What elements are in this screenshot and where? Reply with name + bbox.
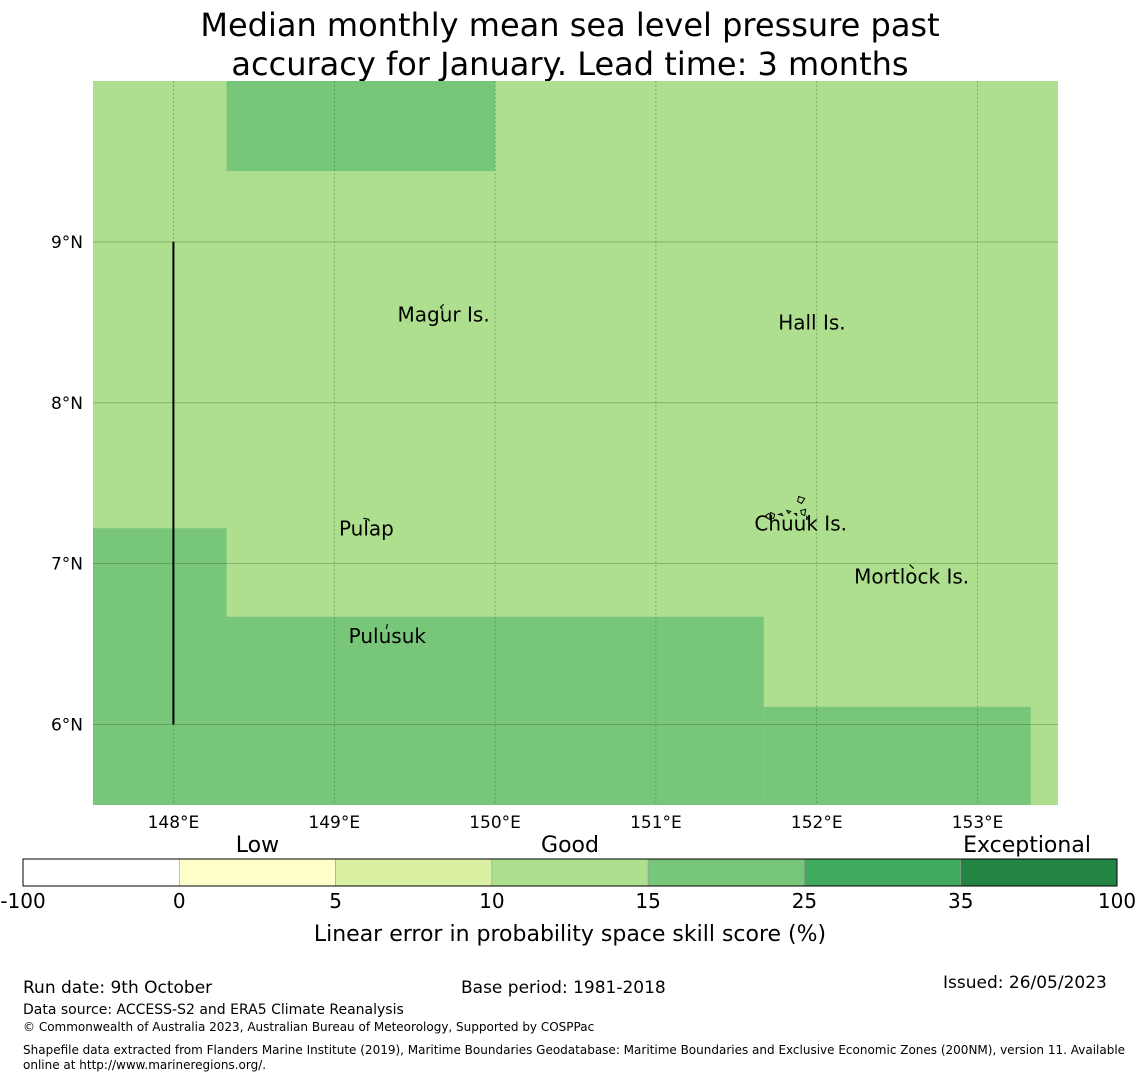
lon-tick-label: 149°E bbox=[308, 813, 360, 833]
colorbar-tick-label: -100 bbox=[0, 889, 45, 913]
island-pulap: Pulap bbox=[339, 516, 394, 540]
island-mortlock-is: Mortlock Is. bbox=[854, 565, 969, 589]
colorbar-category-exceptional: Exceptional bbox=[963, 833, 1091, 858]
skill-cell-0 bbox=[226, 81, 495, 171]
island-label: Mortlock Is. bbox=[854, 565, 969, 589]
colorbar-tick-label: 25 bbox=[792, 889, 817, 913]
colorbar-segment-2 bbox=[336, 859, 492, 886]
lon-tick-label: 153°E bbox=[952, 813, 1004, 833]
island-pulusuk: Pulusuk bbox=[349, 624, 427, 648]
map-figure: 9°N8°N7°N6°N148°E149°E150°E151°E152°E153… bbox=[0, 0, 1140, 960]
skill-cell-1 bbox=[93, 528, 226, 805]
island-label: Pulusuk bbox=[349, 624, 427, 648]
colorbar-axis-label: Linear error in probability space skill … bbox=[314, 922, 826, 947]
colorbar-segment-3 bbox=[492, 859, 648, 886]
colorbar-tick-label: 100 bbox=[1098, 889, 1136, 913]
lon-tick-label: 152°E bbox=[791, 813, 843, 833]
run-date: Run date: 9th October bbox=[23, 978, 212, 998]
colorbar-legend: -100 0 5 10 15 25 35 100 Low Good Exceptional Linea… bbox=[0, 833, 1136, 947]
issued-date: Issued: 26/05/2023 bbox=[943, 973, 1107, 993]
shapefile-credit-line-2: online at http://www.marineregions.org/. bbox=[23, 1057, 266, 1073]
lon-tick-label: 150°E bbox=[469, 813, 521, 833]
colorbar-segment-5 bbox=[804, 859, 960, 886]
island-hall-is: Hall Is. bbox=[778, 310, 845, 334]
colorbar-segment-6 bbox=[961, 859, 1117, 886]
colorbar-tick-label: 35 bbox=[948, 889, 973, 913]
shapefile-credit-line-1: Shapefile data extracted from Flanders M… bbox=[23, 1042, 1125, 1058]
lat-tick-label: 9°N bbox=[51, 233, 83, 253]
map-panel: 9°N 8°N 7°N 6°N 148°E 149°E 150°E 151°E 152°E 153… bbox=[51, 81, 1058, 833]
lon-tick-label: 148°E bbox=[148, 813, 200, 833]
colorbar-category-low: Low bbox=[236, 833, 279, 858]
lat-tick-label: 8°N bbox=[51, 394, 83, 414]
island-label: Chuuk Is. bbox=[754, 511, 847, 535]
colorbar-tick-label: 0 bbox=[173, 889, 186, 913]
colorbar-segment-1 bbox=[179, 859, 335, 886]
data-source: Data source: ACCESS-S2 and ERA5 Climate … bbox=[23, 1002, 404, 1018]
island-magur-is: Magur Is. bbox=[398, 302, 490, 326]
lon-tick-label: 151°E bbox=[630, 813, 682, 833]
colorbar-tick-label: 15 bbox=[635, 889, 660, 913]
island-label: Hall Is. bbox=[778, 310, 845, 334]
colorbar-category-good: Good bbox=[541, 833, 599, 858]
lat-tick-label: 7°N bbox=[51, 555, 83, 575]
base-period: Base period: 1981-2018 bbox=[461, 978, 666, 998]
lat-tick-label: 6°N bbox=[51, 716, 83, 736]
colorbar-segment-0 bbox=[23, 859, 179, 886]
colorbar-tick-label: 10 bbox=[479, 889, 504, 913]
skill-cell-3 bbox=[764, 707, 1031, 805]
colorbar-tick-label: 5 bbox=[329, 889, 342, 913]
copyright: © Commonwealth of Australia 2023, Austra… bbox=[23, 1019, 594, 1035]
island-label: Pulap bbox=[339, 516, 394, 540]
island-label: Magur Is. bbox=[398, 302, 490, 326]
page: Median monthly mean sea level pressure p… bbox=[0, 0, 1140, 1080]
colorbar-segment-4 bbox=[648, 859, 804, 886]
